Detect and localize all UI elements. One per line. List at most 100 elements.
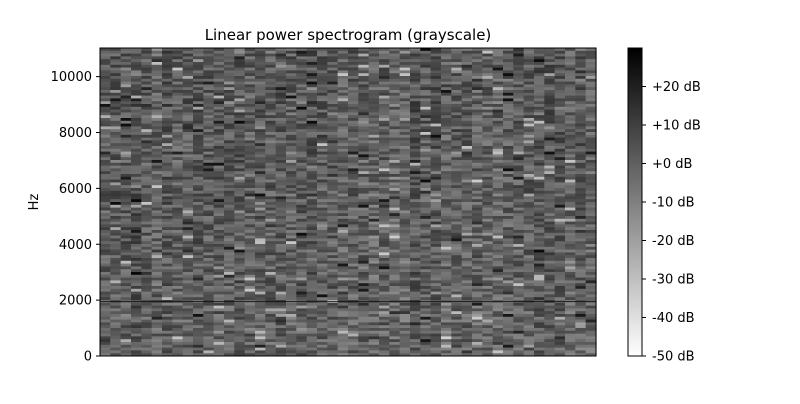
heatmap-cell — [523, 311, 535, 315]
heatmap-cell — [110, 347, 122, 351]
heatmap-cell — [244, 325, 256, 329]
heatmap-cell — [441, 339, 452, 343]
heatmap-cell — [203, 129, 215, 133]
heatmap-cell — [203, 123, 215, 127]
heatmap-cell — [306, 314, 318, 318]
heatmap-cell — [224, 283, 235, 287]
heatmap-cell — [193, 104, 204, 108]
heatmap-cell — [131, 235, 142, 239]
heatmap-cell — [100, 277, 111, 281]
heatmap-cell — [296, 188, 308, 192]
heatmap-cell — [430, 353, 442, 357]
heatmap-cell — [151, 106, 163, 110]
heatmap-cell — [337, 238, 349, 242]
heatmap-cell — [131, 272, 142, 276]
heatmap-cell — [172, 244, 184, 248]
heatmap-cell — [337, 252, 349, 256]
heatmap-cell — [255, 182, 266, 186]
heatmap-cell — [234, 87, 246, 91]
heatmap-cell — [472, 210, 483, 214]
heatmap-cell — [523, 120, 535, 124]
heatmap-cell — [544, 218, 556, 222]
heatmap-cell — [492, 56, 504, 60]
heatmap-cell — [141, 140, 153, 144]
heatmap-cell — [265, 344, 277, 348]
heatmap-cell — [492, 347, 504, 351]
heatmap-cell — [110, 302, 122, 306]
heatmap-cell — [203, 302, 215, 306]
heatmap-cell — [399, 182, 411, 186]
heatmap-cell — [203, 162, 215, 166]
heatmap-cell — [337, 76, 349, 80]
heatmap-cell — [296, 291, 308, 295]
heatmap-cell — [503, 190, 514, 194]
heatmap-cell — [348, 137, 359, 141]
heatmap-cell — [244, 78, 256, 82]
heatmap-cell — [451, 118, 463, 122]
heatmap-cell — [430, 84, 442, 88]
heatmap-cell — [317, 322, 328, 326]
heatmap-cell — [420, 260, 432, 264]
heatmap-cell — [120, 168, 132, 172]
heatmap-cell — [306, 353, 318, 357]
heatmap-cell — [554, 291, 566, 295]
heatmap-cell — [513, 132, 525, 136]
heatmap-cell — [368, 232, 380, 236]
heatmap-cell — [565, 134, 576, 138]
heatmap-cell — [534, 347, 545, 351]
heatmap-cell — [224, 132, 235, 136]
heatmap-cell — [544, 308, 556, 312]
heatmap-cell — [503, 50, 514, 54]
heatmap-cell — [234, 109, 246, 113]
heatmap-cell — [503, 274, 514, 278]
heatmap-cell — [141, 316, 153, 320]
heatmap-cell — [451, 143, 463, 147]
heatmap-cell — [492, 350, 504, 354]
heatmap-cell — [193, 98, 204, 102]
heatmap-cell — [162, 280, 173, 284]
heatmap-cell — [286, 241, 297, 245]
heatmap-cell — [244, 280, 256, 284]
heatmap-cell — [296, 328, 308, 332]
heatmap-cell — [523, 319, 535, 323]
heatmap-cell — [110, 344, 122, 348]
heatmap-cell — [513, 106, 525, 110]
heatmap-cell — [193, 129, 204, 133]
heatmap-cell — [492, 179, 504, 183]
heatmap-cell — [151, 50, 163, 54]
heatmap-cell — [265, 48, 277, 52]
heatmap-cell — [534, 342, 545, 346]
heatmap-cell — [131, 297, 142, 301]
heatmap-cell — [420, 322, 432, 326]
heatmap-cell — [317, 204, 328, 208]
heatmap-cell — [255, 263, 266, 267]
heatmap-cell — [110, 104, 122, 108]
heatmap-cell — [317, 62, 328, 66]
heatmap-cell — [430, 241, 442, 245]
heatmap-cell — [451, 224, 463, 228]
heatmap-cell — [327, 199, 339, 203]
heatmap-cell — [120, 224, 132, 228]
heatmap-cell — [337, 112, 349, 116]
heatmap-cell — [379, 322, 390, 326]
heatmap-cell — [410, 314, 421, 318]
heatmap-cell — [286, 302, 297, 306]
heatmap-cell — [234, 283, 246, 287]
heatmap-cell — [244, 244, 256, 248]
heatmap-cell — [213, 260, 225, 264]
heatmap-cell — [141, 269, 153, 273]
heatmap-cell — [410, 165, 421, 169]
heatmap-cell — [513, 179, 525, 183]
heatmap-cell — [482, 109, 494, 113]
heatmap-cell — [492, 188, 504, 192]
heatmap-cell — [358, 227, 370, 231]
heatmap-cell — [306, 280, 318, 284]
heatmap-cell — [286, 227, 297, 231]
heatmap-cell — [554, 196, 566, 200]
heatmap-cell — [255, 73, 266, 77]
heatmap-cell — [224, 123, 235, 127]
heatmap-cell — [565, 81, 576, 85]
heatmap-cell — [503, 160, 514, 164]
heatmap-cell — [131, 62, 142, 66]
heatmap-cell — [348, 182, 359, 186]
